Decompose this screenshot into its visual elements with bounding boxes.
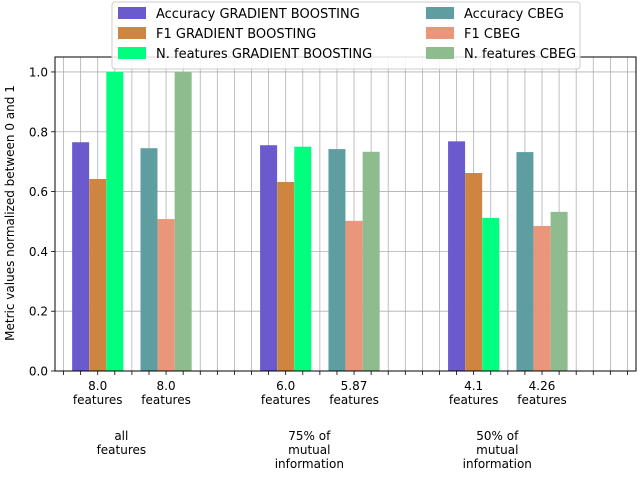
bar (448, 141, 466, 371)
y-tick-label: 0.2 (29, 305, 48, 319)
bar (550, 211, 568, 371)
legend-swatch (426, 7, 454, 19)
bar (174, 71, 192, 371)
x-tick-label: features (517, 393, 567, 407)
bar (533, 225, 551, 371)
bars (72, 71, 568, 371)
legend-swatch (426, 27, 454, 39)
x-tick-label: 8.0 (88, 379, 107, 393)
bar (140, 148, 158, 371)
legend-swatch (118, 27, 146, 39)
group-label: features (97, 443, 147, 457)
x-axis: 8.0features6.0features4.1features8.0feat… (63, 371, 628, 471)
bar (277, 182, 295, 371)
x-tick-label: features (141, 393, 191, 407)
bar (260, 145, 278, 371)
x-tick-label: 5.87 (341, 379, 368, 393)
legend-label: N. features CBEG (464, 47, 576, 62)
group-label: information (275, 457, 344, 471)
x-tick-label: features (449, 393, 499, 407)
x-tick-label: features (73, 393, 123, 407)
bar (482, 217, 500, 371)
legend-swatch (118, 7, 146, 19)
legend-label: Accuracy CBEG (464, 7, 564, 22)
x-tick-label: features (261, 393, 311, 407)
legend-swatch (426, 47, 454, 59)
bar (362, 151, 380, 371)
group-label: mutual (288, 443, 330, 457)
legend-label: F1 CBEG (464, 27, 520, 42)
group-label: mutual (476, 443, 518, 457)
bar (106, 71, 124, 371)
y-tick-label: 0.8 (29, 125, 48, 139)
bar (294, 146, 312, 371)
bar (345, 220, 363, 371)
legend-label: N. features GRADIENT BOOSTING (156, 47, 372, 62)
x-tick-label: 8.0 (157, 379, 176, 393)
bar (72, 142, 90, 371)
group-label: all (114, 429, 128, 443)
y-axis: 0.0 0.2 0.4 0.6 0.8 1.0 (29, 65, 55, 379)
x-tick-label: features (329, 393, 379, 407)
group-label: information (463, 457, 532, 471)
legend: Accuracy GRADIENT BOOSTING F1 GRADIENT BO… (111, 1, 581, 70)
y-tick-label: 1.0 (29, 65, 48, 79)
bar (465, 173, 483, 371)
y-tick-label: 0.6 (29, 185, 48, 199)
y-tick-label: 0.4 (29, 245, 48, 259)
group-label: 75% of (288, 429, 331, 443)
y-tick-label: 0.0 (29, 365, 48, 379)
x-tick-label: 4.26 (529, 379, 556, 393)
bar (157, 219, 175, 371)
legend-box (111, 1, 581, 70)
bar (89, 179, 107, 371)
legend-swatch (118, 47, 146, 59)
group-label: 50% of (476, 429, 519, 443)
bar (516, 152, 534, 371)
legend-label: Accuracy GRADIENT BOOSTING (156, 7, 360, 22)
x-tick-label: 6.0 (276, 379, 295, 393)
bar (328, 149, 346, 371)
y-axis-label: Metric values normalized between 0 and 1 (3, 85, 17, 341)
x-tick-label: 4.1 (464, 379, 483, 393)
legend-label: F1 GRADIENT BOOSTING (156, 27, 316, 42)
